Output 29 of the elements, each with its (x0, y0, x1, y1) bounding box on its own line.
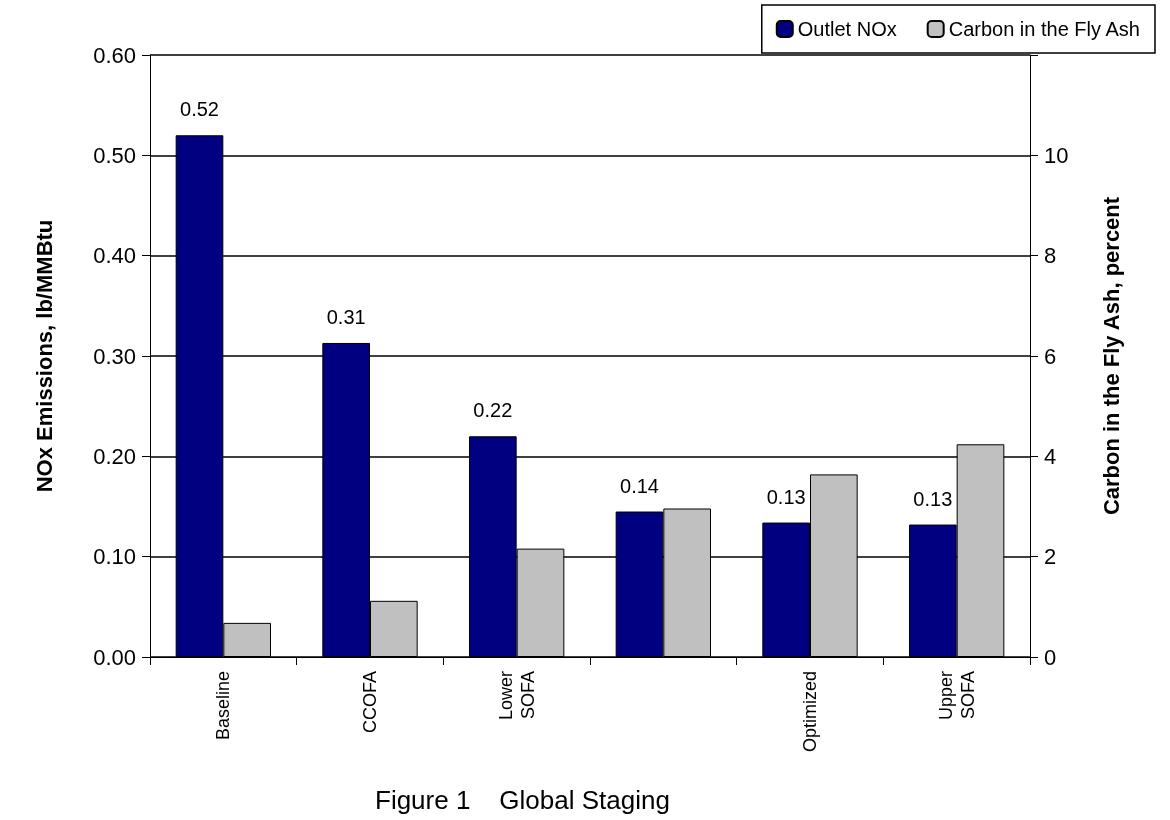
y2-tick-label: 8 (1044, 243, 1057, 269)
data-label: 0.22 (473, 399, 513, 422)
y-tick-label: 0.30 (93, 343, 136, 369)
data-label: 0.52 (180, 98, 219, 121)
y-tick-label: 0.10 (93, 544, 136, 570)
x-tick-label: Upper SOFA (935, 671, 978, 721)
data-label: 0.13 (913, 487, 953, 510)
y2-axis-title: Carbon in the Fly Ash, percent (1098, 196, 1124, 516)
y2-tick-label: 6 (1044, 343, 1057, 369)
y-axis-title: NOx Emissions, lb/MMBtu (31, 219, 57, 493)
y-tick-label: 0.00 (93, 644, 136, 670)
y-tick-label: 0.40 (93, 243, 136, 269)
x-tick-label: Lower SOFA (495, 671, 538, 721)
legend-label: Outlet NOx (797, 18, 897, 40)
x-tick-label: Optimized (800, 671, 820, 753)
y2-tick-label: 4 (1044, 443, 1057, 469)
y-tick-label: 0.60 (93, 42, 136, 68)
y-tick-label: 0.20 (93, 443, 136, 469)
x-tick-label: Baseline (213, 671, 234, 741)
data-label: 0.31 (326, 305, 366, 328)
y-tick-label: 0.50 (93, 142, 136, 168)
text: Figure 1 Global Staging (375, 785, 670, 815)
data-label: 0.13 (766, 485, 806, 508)
legend-label: Carbon in the Fly Ash (948, 18, 1140, 40)
x-tick-label: CCOFA (360, 671, 380, 734)
y2-tick-label: 10 (1044, 142, 1069, 168)
y2-tick-label: 2 (1044, 544, 1057, 570)
data-label: 0.14 (620, 474, 659, 497)
y2-tick-label: 0 (1044, 644, 1057, 670)
